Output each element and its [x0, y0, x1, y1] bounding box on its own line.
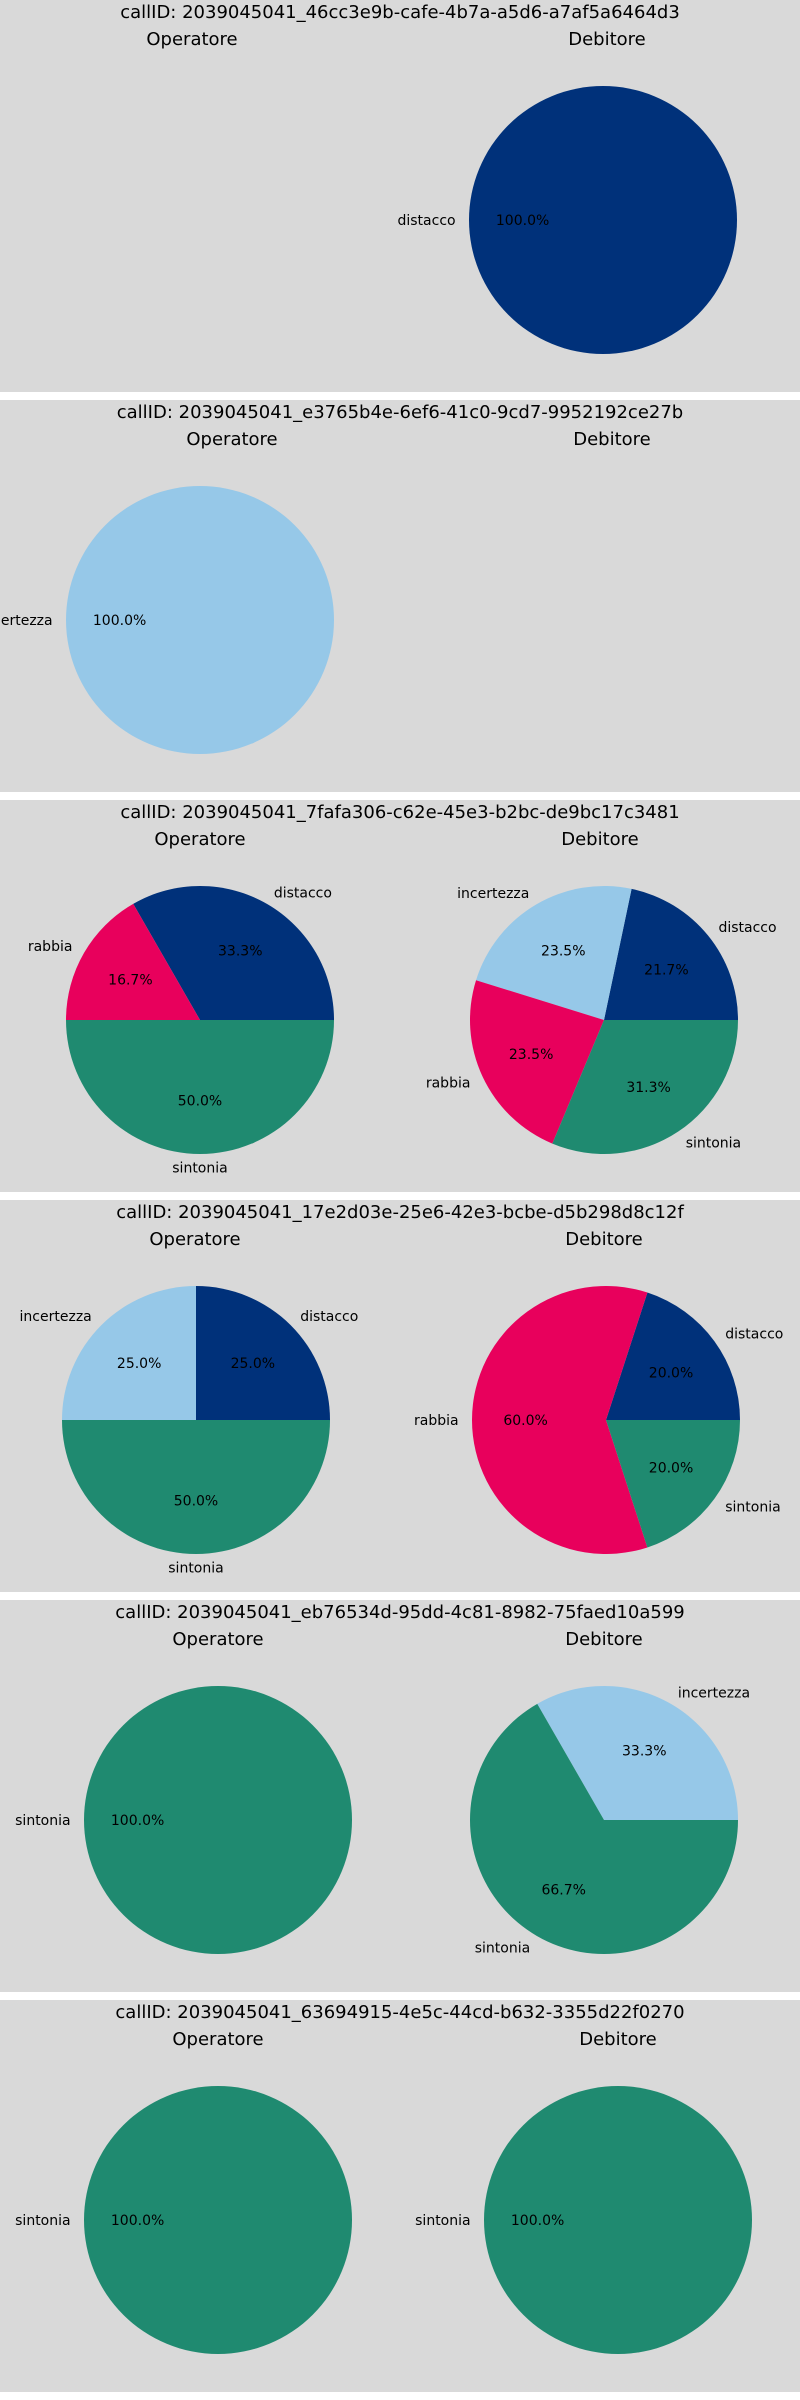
pie-slice-rabbia	[66, 903, 200, 1020]
slice-percent-label: 21.7%	[644, 962, 688, 978]
subplot-title: Operatore	[149, 1229, 240, 1250]
slice-percent-label: 20.0%	[649, 1460, 693, 1476]
slice-label: sintonia	[172, 1160, 227, 1176]
call-title: callID: 2039045041_e3765b4e-6ef6-41c0-9c…	[117, 402, 683, 423]
slice-label: incertezza	[20, 1309, 92, 1325]
pie-figure: callID: 2039045041_e3765b4e-6ef6-41c0-9c…	[0, 402, 683, 754]
slice-label: distacco	[274, 885, 332, 901]
call-panel: callID: 2039045041_46cc3e9b-cafe-4b7a-a5…	[0, 0, 800, 392]
subplot-title: Operatore	[172, 2029, 263, 2050]
slice-label: sintonia	[15, 1813, 70, 1829]
slice-percent-label: 66.7%	[541, 1883, 585, 1899]
slice-percent-label: 100.0%	[111, 2213, 164, 2229]
pie-slice-sintonia	[484, 2086, 752, 2354]
slice-percent-label: 100.0%	[511, 2213, 564, 2229]
call-panel: callID: 2039045041_63694915-4e5c-44cd-b6…	[0, 2000, 800, 2392]
slice-label: distacco	[397, 213, 455, 229]
subplot-title: Debitore	[573, 429, 651, 450]
subplot-title: Debitore	[568, 29, 646, 50]
slice-percent-label: 23.5%	[509, 1047, 553, 1063]
slice-label: incertezza	[678, 1685, 750, 1701]
slice-percent-label: 33.3%	[218, 943, 262, 959]
slice-label: distacco	[300, 1309, 358, 1325]
pie-slice-incertezza	[476, 886, 632, 1020]
call-panel: callID: 2039045041_7fafa306-c62e-45e3-b2…	[0, 800, 800, 1192]
slice-label: sintonia	[415, 2213, 470, 2229]
pie-slice-distacco	[133, 886, 334, 1020]
slice-label: rabbia	[426, 1075, 471, 1091]
subplot-title: Operatore	[172, 1629, 263, 1650]
pie-figure: callID: 2039045041_7fafa306-c62e-45e3-b2…	[28, 802, 777, 1176]
slice-percent-label: 100.0%	[93, 613, 146, 629]
slice-percent-label: 100.0%	[496, 213, 549, 229]
slice-label: incertezza	[0, 613, 53, 629]
slice-percent-label: 50.0%	[178, 1093, 222, 1109]
subplot-title: Debitore	[561, 829, 639, 850]
pie-slice-distacco	[606, 1292, 740, 1420]
pie-slice-incertezza	[66, 486, 334, 754]
slice-percent-label: 60.0%	[503, 1413, 547, 1429]
pie-slice-incertezza	[537, 1686, 738, 1820]
pie-slice-sintonia	[84, 1686, 352, 1954]
pie-figure: callID: 2039045041_17e2d03e-25e6-42e3-bc…	[20, 1202, 784, 1576]
call-title: callID: 2039045041_7fafa306-c62e-45e3-b2…	[120, 802, 679, 823]
slice-label: sintonia	[168, 1560, 223, 1576]
pie-slice-rabbia	[470, 980, 604, 1144]
slice-percent-label: 33.3%	[622, 1743, 666, 1759]
slice-percent-label: 25.0%	[117, 1356, 161, 1372]
call-title: callID: 2039045041_46cc3e9b-cafe-4b7a-a5…	[120, 2, 680, 23]
subplot-title: Operatore	[146, 29, 237, 50]
slice-label: sintonia	[15, 2213, 70, 2229]
slice-label: distacco	[725, 1326, 783, 1342]
slice-label: rabbia	[414, 1413, 459, 1429]
pie-slice-sintonia	[470, 1703, 738, 1954]
pie-slice-sintonia	[84, 2086, 352, 2354]
slice-percent-label: 50.0%	[174, 1493, 218, 1509]
pie-slice-sintonia	[552, 1020, 738, 1154]
slice-percent-label: 100.0%	[111, 1813, 164, 1829]
subplot-title: Debitore	[565, 1229, 643, 1250]
pie-figure: callID: 2039045041_63694915-4e5c-44cd-b6…	[15, 2002, 752, 2354]
pie-slice-distacco	[196, 1286, 330, 1420]
pie-slice-distacco	[469, 86, 737, 354]
slice-percent-label: 20.0%	[649, 1366, 693, 1382]
subplot-title: Debitore	[579, 2029, 657, 2050]
subplot-title: Operatore	[186, 429, 277, 450]
pie-slice-distacco	[604, 888, 738, 1020]
slice-label: sintonia	[725, 1500, 780, 1516]
pie-slice-sintonia	[66, 1020, 334, 1154]
slice-label: sintonia	[475, 1941, 530, 1957]
call-panel: callID: 2039045041_eb76534d-95dd-4c81-89…	[0, 1600, 800, 1992]
slice-percent-label: 31.3%	[626, 1080, 670, 1096]
slice-label: sintonia	[686, 1136, 741, 1152]
pie-figure: callID: 2039045041_eb76534d-95dd-4c81-89…	[15, 1602, 750, 1957]
call-title: callID: 2039045041_63694915-4e5c-44cd-b6…	[115, 2002, 684, 2023]
call-title: callID: 2039045041_eb76534d-95dd-4c81-89…	[115, 1602, 684, 1623]
slice-percent-label: 16.7%	[108, 973, 152, 989]
pie-slice-sintonia	[62, 1420, 330, 1554]
slice-percent-label: 25.0%	[231, 1356, 275, 1372]
pie-slice-rabbia	[471, 1286, 648, 1554]
subplot-title: Debitore	[565, 1629, 643, 1650]
subplot-title: Operatore	[154, 829, 245, 850]
slice-label: distacco	[718, 920, 776, 936]
call-panel: callID: 2039045041_e3765b4e-6ef6-41c0-9c…	[0, 400, 800, 792]
slice-label: rabbia	[28, 939, 73, 955]
call-title: callID: 2039045041_17e2d03e-25e6-42e3-bc…	[116, 1202, 684, 1223]
pie-slice-incertezza	[62, 1286, 196, 1420]
pie-figure: callID: 2039045041_46cc3e9b-cafe-4b7a-a5…	[120, 2, 737, 354]
pie-slice-sintonia	[606, 1420, 740, 1548]
slice-label: incertezza	[457, 886, 529, 902]
slice-percent-label: 23.5%	[541, 944, 585, 960]
call-panel: callID: 2039045041_17e2d03e-25e6-42e3-bc…	[0, 1200, 800, 1592]
